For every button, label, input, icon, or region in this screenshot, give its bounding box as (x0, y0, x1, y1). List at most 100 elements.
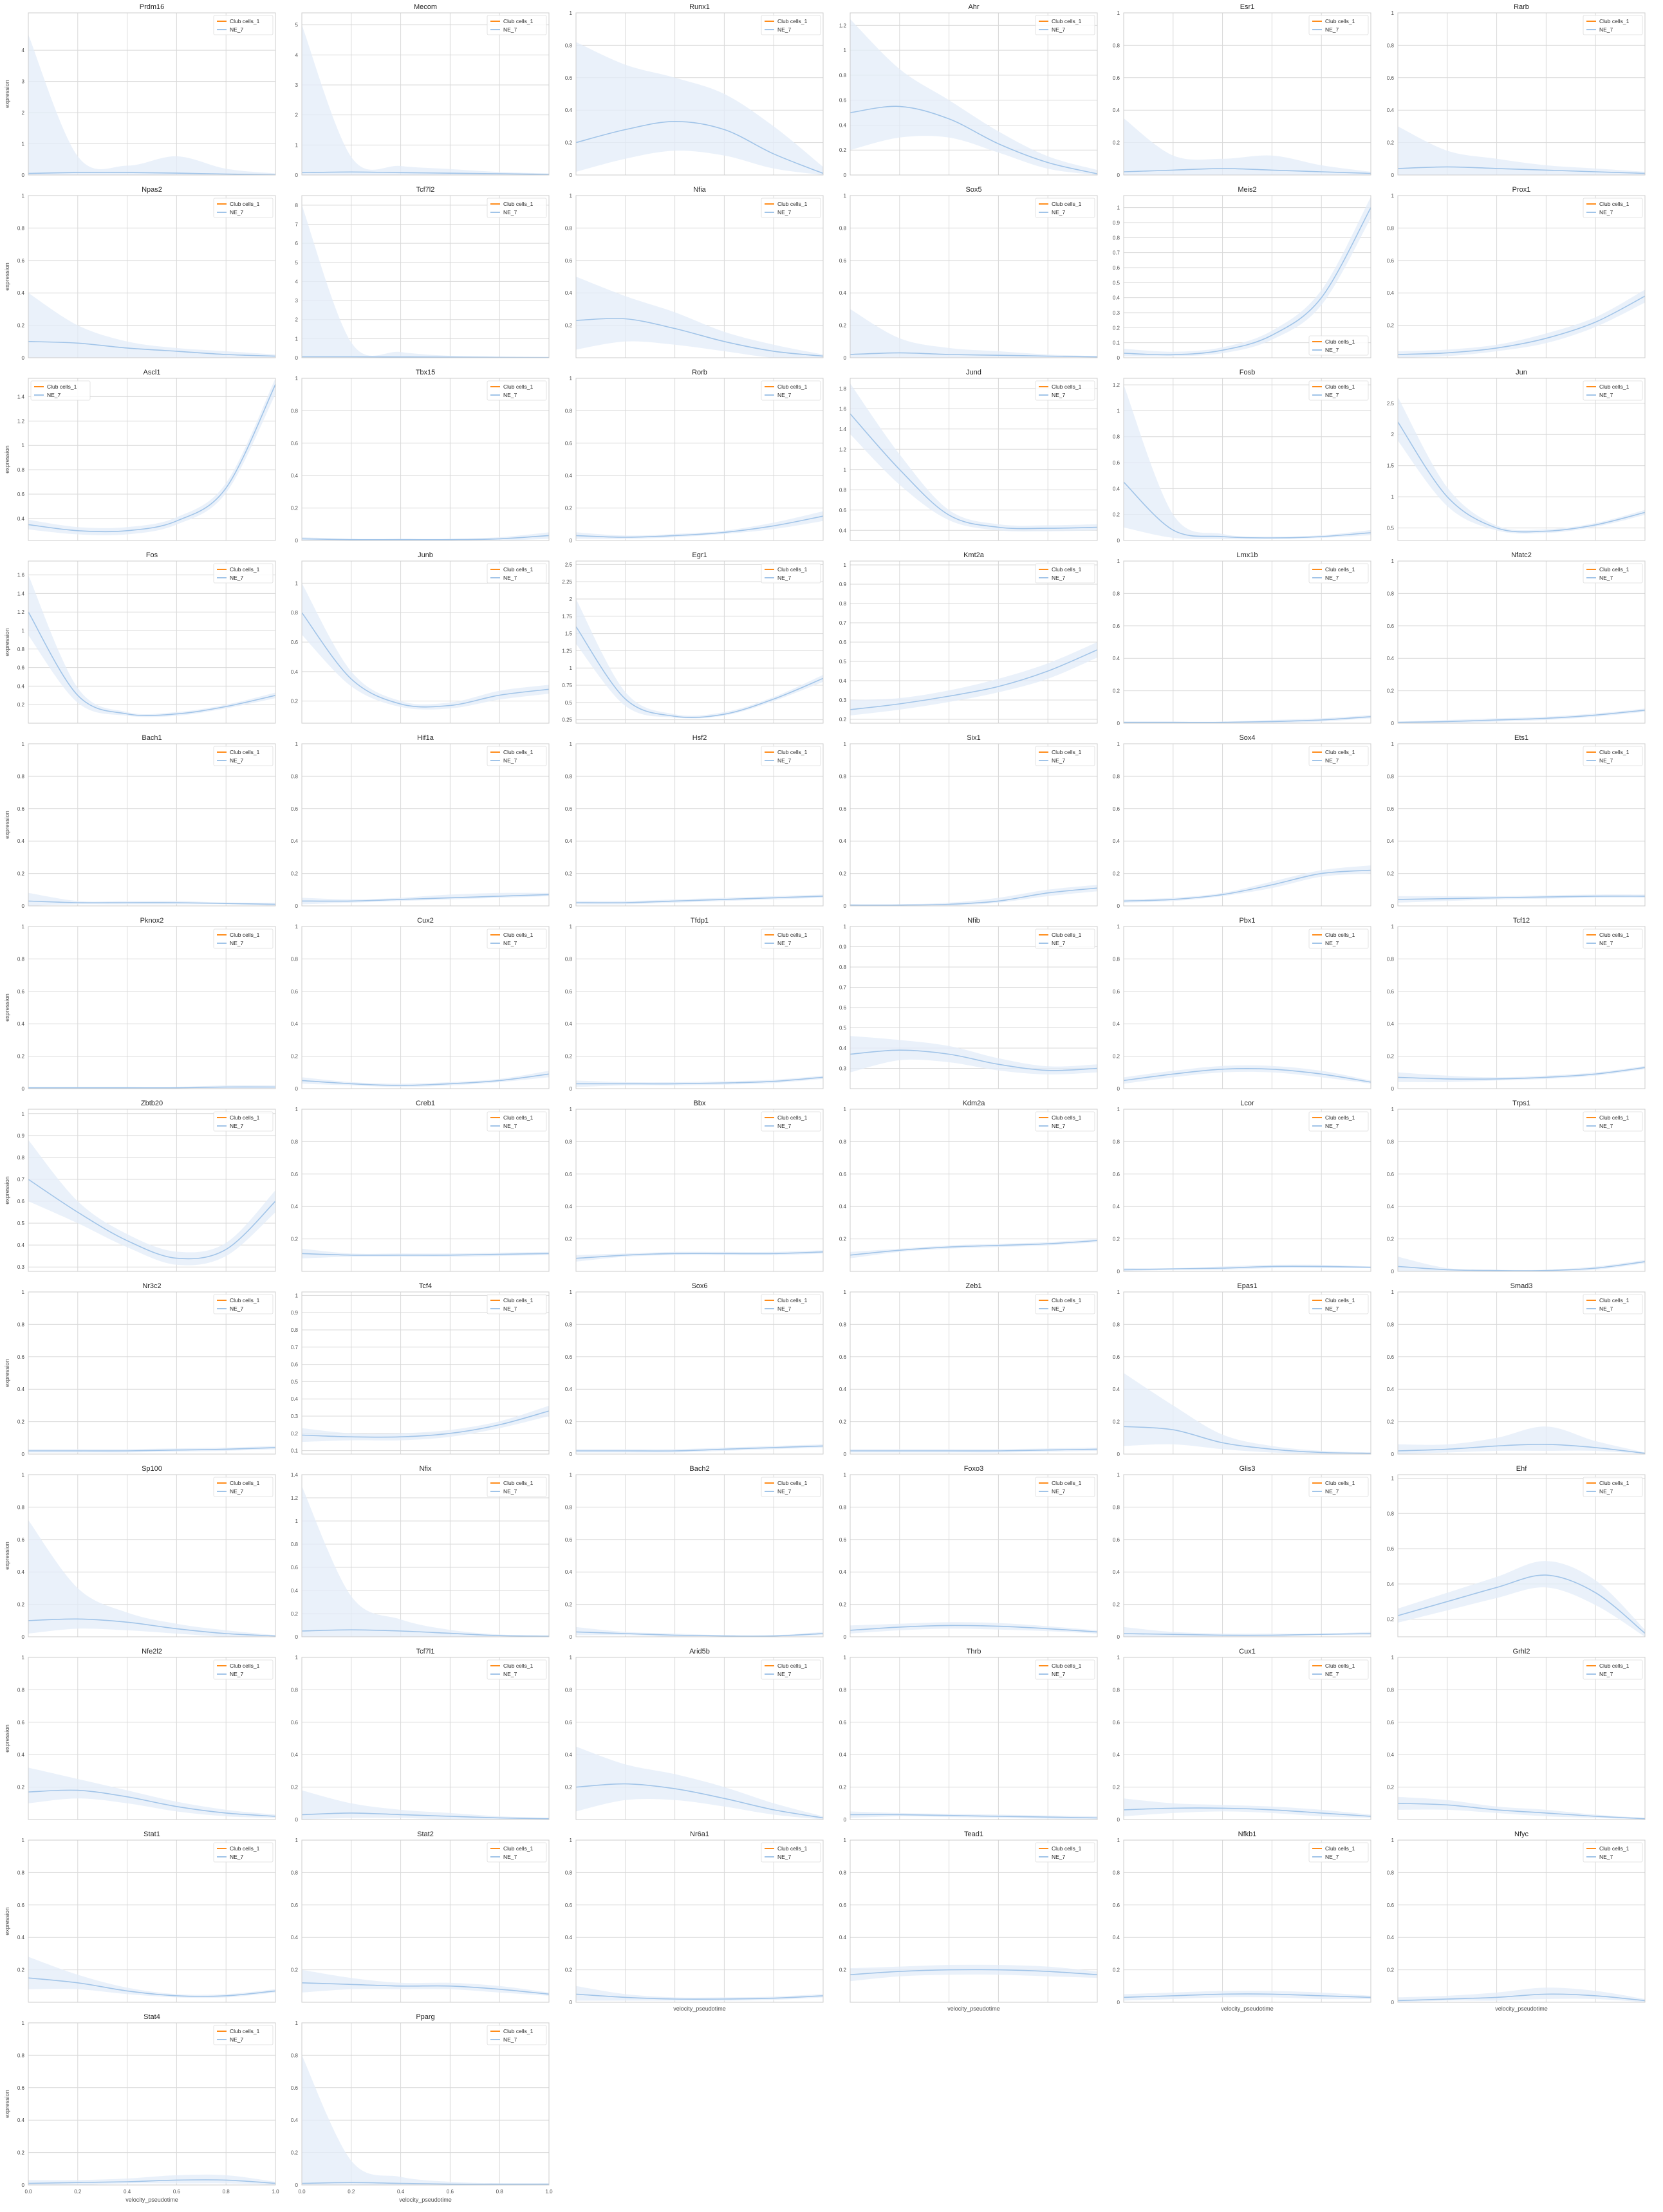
panel-cux1: Cux1 0 0.2 0.4 0.6 0.8 1 Club cells_1 NE_7 (1113, 1648, 1371, 1823)
legend-label-ne-7: NE_7 (1052, 575, 1066, 581)
plot-frame (1397, 378, 1646, 541)
y-tick-label: 0 (1117, 1086, 1120, 1092)
y-tick-label: 0.2 (839, 147, 847, 153)
legend-box (761, 380, 821, 401)
y-tick-label: 1.5 (565, 631, 573, 637)
plot-area (28, 2023, 275, 2185)
y-tick-label: 0.2 (565, 1054, 573, 1060)
x-axis-label: velocity_pseudotime (1221, 2005, 1274, 2012)
legend-label-ne-7: NE_7 (230, 575, 244, 581)
y-tick-label: 0.8 (565, 773, 573, 779)
panel-bach2: Bach2 0 0.2 0.4 0.6 0.8 1 Club cells_1 NE_7 (565, 1465, 824, 1640)
plot-frame (1397, 560, 1646, 724)
chart-title: Tcf4 (419, 1282, 432, 1290)
confidence-band (1124, 865, 1371, 903)
legend-label-ne-7: NE_7 (1052, 26, 1066, 33)
y-tick-label: 0.6 (17, 2085, 25, 2091)
chart-title: Junb (418, 551, 433, 559)
series-line-ne-7 (301, 1982, 550, 1995)
legend-label-club-cells-1: Club cells_1 (1052, 566, 1082, 573)
legend: Club cells_1NE_7 (1583, 1111, 1643, 1132)
chart-title: Stat2 (417, 1830, 434, 1838)
plot-frame (575, 1657, 824, 1820)
series-line-ne-7 (575, 626, 824, 718)
chart-title: Kmt2a (963, 551, 985, 559)
series-line-ne-7 (301, 1253, 550, 1256)
legend-box (1583, 1111, 1643, 1132)
y-tick-label: 0.8 (291, 1327, 299, 1333)
plot-area (1124, 1475, 1371, 1637)
legend-label-ne-7: NE_7 (503, 2036, 517, 2043)
y-tick-label: 0.2 (839, 1237, 847, 1242)
legend: Club cells_1NE_7 (487, 1294, 547, 1314)
chart-title: Ahr (968, 3, 979, 11)
legend-label-ne-7: NE_7 (1325, 575, 1339, 581)
series-line-ne-7 (575, 515, 824, 538)
y-tick-label: 0.2 (1113, 140, 1120, 146)
plot-area (302, 744, 549, 906)
legend: Club cells_1NE_7 (213, 563, 274, 584)
y-tick-label: 0.4 (565, 1569, 573, 1575)
panel-cux2: Cux2 0 0.2 0.4 0.6 0.8 1 Club cells_1 NE_7 (291, 917, 550, 1092)
y-tick-label: 0.4 (1113, 1569, 1120, 1575)
y-tick-label: 0.2 (839, 1602, 847, 1608)
series-line-ne-7 (1397, 421, 1646, 533)
series-line-ne-7 (1123, 716, 1371, 723)
y-tick-label: 1.4 (291, 1472, 299, 1478)
legend-box (1035, 1111, 1095, 1132)
y-tick-label: 0.4 (17, 516, 25, 522)
y-tick-label: 0 (570, 1452, 573, 1457)
y-tick-label: 1 (570, 10, 573, 16)
legend-box (1035, 746, 1095, 766)
y-tick-label: 0.2 (565, 1785, 573, 1791)
series-line-ne-7 (301, 894, 550, 902)
legend-label-ne-7: NE_7 (1052, 392, 1066, 398)
y-tick-label: 0.2 (291, 1237, 299, 1242)
legend: Club cells_1NE_7 (1308, 1294, 1369, 1314)
legend-label-ne-7: NE_7 (503, 1123, 517, 1129)
series-line-ne-7 (28, 900, 276, 905)
legend-label-club-cells-1: Club cells_1 (503, 749, 534, 755)
y-tick-label: 1.2 (17, 418, 25, 424)
confidence-band (302, 1486, 549, 1637)
y-tick-label: 0.6 (1387, 75, 1395, 81)
chart-title: Jund (966, 369, 981, 376)
legend-label-club-cells-1: Club cells_1 (1052, 1114, 1082, 1121)
legend-label-club-cells-1: Club cells_1 (1052, 932, 1082, 938)
x-tick-label: 1.0 (272, 2189, 279, 2195)
y-tick-label: 4 (22, 48, 25, 53)
legend: Club cells_1NE_7 (213, 746, 274, 766)
legend-label-club-cells-1: Club cells_1 (777, 18, 808, 24)
panel-glis3: Glis3 0 0.2 0.4 0.6 0.8 1 Club cells_1 NE_7 (1113, 1465, 1371, 1640)
y-tick-label: 0.6 (1113, 1720, 1120, 1726)
y-tick-label: 0.4 (565, 1387, 573, 1392)
y-tick-label: 0.4 (1113, 1752, 1120, 1758)
y-tick-label: 1 (1391, 1838, 1395, 1843)
plot-frame (850, 560, 1098, 724)
legend-box (487, 2025, 547, 2045)
y-tick-label: 4 (295, 52, 299, 58)
x-tick-label: 0.4 (124, 2189, 131, 2195)
legend-box (1035, 1659, 1095, 1680)
plot-frame (1123, 12, 1371, 176)
series-line-ne-7 (1123, 1266, 1371, 1271)
legend-box (213, 1477, 274, 1497)
chart-title: Glis3 (1239, 1465, 1255, 1473)
legend-box (1035, 15, 1095, 35)
legend: Club cells_1NE_7 (487, 1842, 547, 1863)
legend-label-club-cells-1: Club cells_1 (1325, 1663, 1355, 1669)
y-tick-label: 1 (844, 1472, 847, 1478)
y-tick-label: 0 (570, 538, 573, 544)
confidence-band (1124, 1991, 1371, 2001)
legend-label-ne-7: NE_7 (1599, 392, 1613, 398)
legend: Club cells_1NE_7 (1583, 380, 1643, 401)
panel-smad3: Smad3 0 0.2 0.4 0.6 0.8 1 Club cells_1NE_7 (1387, 1282, 1646, 1457)
series-line-ne-7 (1397, 1803, 1646, 1820)
panel-egr1: Egr1 0.25 0.5 0.75 1 1.25 1.5 1.75 2 2.25 2.5 Club … (562, 551, 824, 724)
y-tick-label: 0.2 (1387, 1968, 1395, 1973)
confidence-band (1398, 397, 1645, 534)
y-tick-label: 0.6 (1113, 1172, 1120, 1177)
legend-label-club-cells-1: Club cells_1 (1325, 566, 1355, 573)
legend-box (1035, 1294, 1095, 1314)
plot-frame (301, 743, 550, 907)
